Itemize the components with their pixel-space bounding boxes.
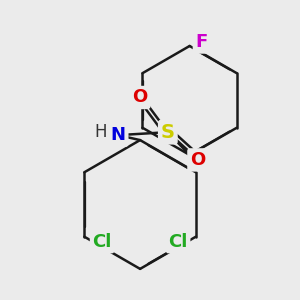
- Text: H: H: [94, 123, 107, 141]
- Text: F: F: [195, 33, 208, 51]
- Text: N: N: [111, 126, 126, 144]
- Text: S: S: [161, 123, 175, 142]
- Text: O: O: [190, 151, 205, 169]
- Text: Cl: Cl: [92, 232, 112, 250]
- Text: O: O: [133, 88, 148, 106]
- Text: Cl: Cl: [168, 232, 188, 250]
